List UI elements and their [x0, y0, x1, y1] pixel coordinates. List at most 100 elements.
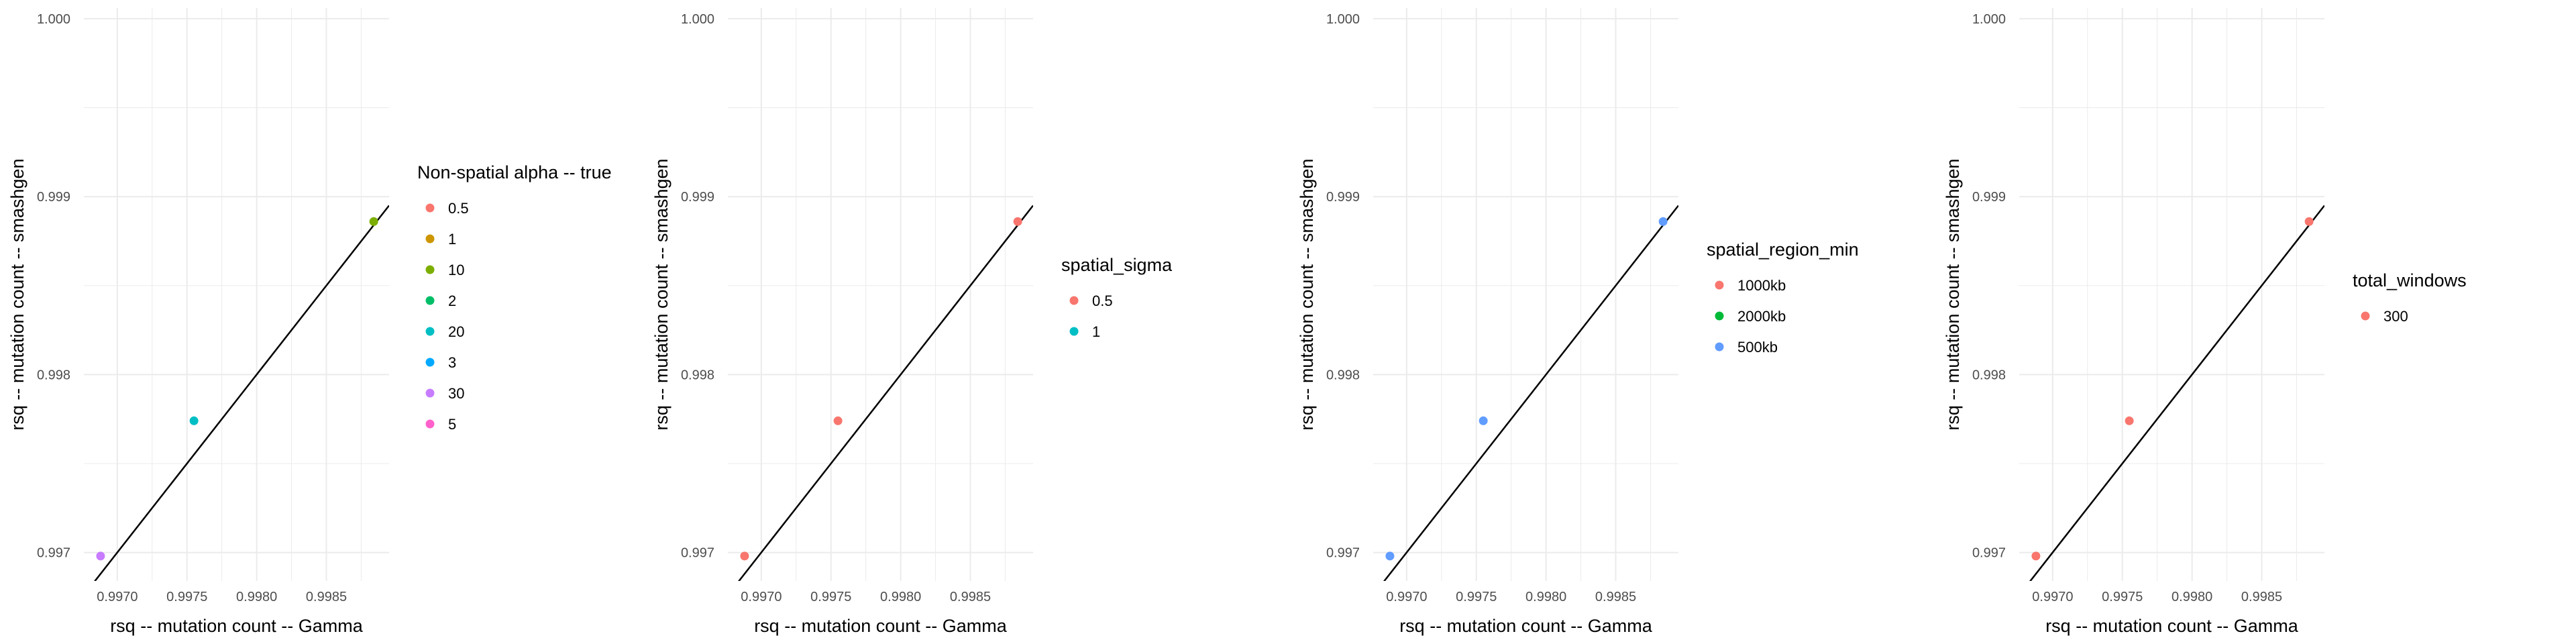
legend-key — [2361, 311, 2370, 321]
legend: total_windows 300 — [2353, 270, 2467, 325]
data-point — [833, 416, 843, 425]
x-tick-label: 0.9970 — [97, 590, 138, 604]
grid — [2019, 8, 2324, 581]
legend-label: 30 — [448, 385, 464, 402]
y-axis-title: rsq -- mutation count -- smashgen — [1297, 158, 1317, 430]
data-point — [2031, 551, 2041, 561]
chart-panel-2: 0.9970 0.9975 0.9980 0.9985 0.997 0.998 0.999 1… — [651, 8, 1173, 636]
grid — [1373, 8, 1678, 581]
y-tick-label: 0.997 — [37, 546, 70, 561]
legend: spatial_region_min 1000kb 2000kb 500kb — [1707, 239, 1859, 356]
x-axis-title: rsq -- mutation count -- Gamma — [1399, 616, 1653, 636]
data-point — [369, 217, 378, 226]
grid — [84, 8, 389, 581]
x-tick-label: 0.9985 — [306, 590, 347, 604]
data-point — [189, 416, 199, 425]
x-tick-label: 0.9975 — [810, 590, 851, 604]
legend-key — [425, 419, 435, 429]
legend-label: 2 — [448, 292, 456, 309]
y-tick-label: 0.999 — [37, 190, 70, 205]
y-axis-title: rsq -- mutation count -- smashgen — [1943, 158, 1963, 430]
legend: Non-spatial alpha -- true 0.5 1 10 2 20 3 30 5 — [417, 162, 612, 433]
x-axis-title: rsq -- mutation count -- Gamma — [754, 616, 1008, 636]
x-tick-label: 0.9975 — [166, 590, 207, 604]
legend-key — [1069, 327, 1079, 336]
chart-panel-1: 0.9970 0.9975 0.9980 0.9985 0.997 0.998 0.999 1… — [7, 8, 612, 636]
x-tick-label: 0.9970 — [1386, 590, 1427, 604]
y-tick-label: 0.997 — [1326, 546, 1360, 561]
legend-key — [425, 327, 435, 336]
reference-line — [1383, 205, 1678, 581]
data-point — [96, 551, 105, 561]
legend-key — [425, 388, 435, 398]
legend-title: spatial_region_min — [1707, 239, 1859, 260]
grid — [728, 8, 1033, 581]
x-tick-label: 0.9975 — [2102, 590, 2143, 604]
y-tick-label: 0.998 — [1326, 368, 1360, 382]
legend-title: total_windows — [2353, 270, 2467, 290]
data-point — [1385, 551, 1395, 561]
data-point — [2304, 217, 2314, 226]
x-tick-label: 0.9980 — [2171, 590, 2212, 604]
legend-key — [425, 234, 435, 244]
legend-key — [1715, 311, 1724, 321]
legend-title: Non-spatial alpha -- true — [417, 162, 612, 182]
x-tick-label: 0.9980 — [880, 590, 921, 604]
x-axis-title: rsq -- mutation count -- Gamma — [2045, 616, 2299, 636]
data-point — [1013, 217, 1022, 226]
legend-key — [425, 265, 435, 274]
legend-label: 1000kb — [1737, 277, 1786, 294]
legend-key — [425, 296, 435, 305]
legend-label: 3 — [448, 354, 456, 371]
y-tick-label: 0.997 — [681, 546, 714, 561]
legend-label: 300 — [2383, 308, 2408, 325]
y-tick-label: 1.000 — [37, 12, 70, 27]
legend-label: 1 — [448, 231, 456, 248]
y-tick-label: 0.999 — [1326, 190, 1360, 205]
legend-key — [425, 203, 435, 213]
y-tick-label: 0.998 — [681, 368, 714, 382]
x-tick-label: 0.9980 — [1525, 590, 1566, 604]
legend-title: spatial_sigma — [1061, 255, 1173, 275]
data-point — [2125, 416, 2134, 425]
legend-key — [1715, 342, 1724, 352]
y-tick-label: 0.999 — [681, 190, 714, 205]
x-axis-title: rsq -- mutation count -- Gamma — [110, 616, 364, 636]
legend: spatial_sigma 0.5 1 — [1061, 255, 1173, 340]
x-tick-label: 0.9970 — [741, 590, 782, 604]
data-point — [1658, 217, 1668, 226]
reference-line — [738, 205, 1033, 581]
y-tick-label: 0.999 — [1972, 190, 2006, 205]
data-point — [1479, 416, 1488, 425]
x-tick-label: 0.9985 — [2241, 590, 2282, 604]
x-tick-label: 0.9985 — [1595, 590, 1636, 604]
x-tick-label: 0.9980 — [236, 590, 277, 604]
y-axis-title: rsq -- mutation count -- smashgen — [7, 158, 28, 430]
reference-line — [94, 205, 389, 581]
reference-line — [2029, 205, 2324, 581]
y-axis-title: rsq -- mutation count -- smashgen — [651, 158, 672, 430]
y-tick-label: 0.998 — [1972, 368, 2006, 382]
chart-panel-4: 0.9970 0.9975 0.9980 0.9985 0.997 0.998 0.999 1… — [1943, 8, 2467, 636]
x-tick-label: 0.9985 — [950, 590, 991, 604]
legend-label: 0.5 — [448, 200, 469, 217]
y-tick-label: 1.000 — [1972, 12, 2006, 27]
legend-key — [425, 358, 435, 367]
legend-key — [1069, 296, 1079, 305]
legend-label: 1 — [1092, 323, 1100, 340]
x-tick-label: 0.9970 — [2032, 590, 2073, 604]
legend-label: 5 — [448, 416, 456, 433]
legend-label: 500kb — [1737, 339, 1778, 356]
y-tick-label: 0.997 — [1972, 546, 2006, 561]
x-tick-label: 0.9975 — [1456, 590, 1497, 604]
legend-label: 20 — [448, 323, 464, 340]
data-point — [740, 551, 749, 561]
legend-label: 0.5 — [1092, 292, 1113, 309]
y-tick-label: 1.000 — [681, 12, 714, 27]
chart-panel-3: 0.9970 0.9975 0.9980 0.9985 0.997 0.998 0.999 1… — [1297, 8, 1859, 636]
legend-label: 10 — [448, 262, 464, 278]
y-tick-label: 0.998 — [37, 368, 70, 382]
y-tick-label: 1.000 — [1326, 12, 1360, 27]
legend-key — [1715, 280, 1724, 290]
